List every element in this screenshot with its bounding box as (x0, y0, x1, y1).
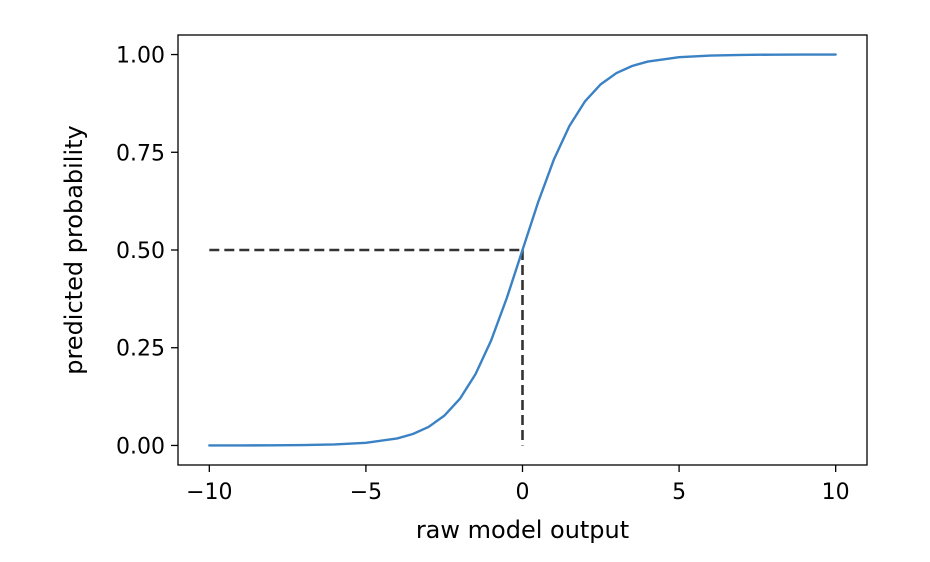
y-tick-label: 0.75 (116, 141, 165, 166)
x-tick-label: 10 (822, 480, 850, 505)
x-axis: −10 −5 0 5 10 (186, 465, 850, 505)
plot-area (208, 53, 837, 447)
x-axis-label: raw model output (416, 516, 629, 544)
x-tick-label: −5 (350, 480, 382, 505)
x-tick-label: 0 (516, 480, 530, 505)
y-tick-label: 0.25 (116, 337, 165, 362)
y-tick-label: 0.00 (116, 434, 165, 459)
series-line-1 (208, 53, 837, 447)
y-tick-label: 1.00 (116, 44, 165, 69)
y-tick-label: 0.50 (116, 239, 165, 264)
x-tick-label: 5 (672, 480, 686, 505)
y-axis: 0.00 0.25 0.50 0.75 1.00 (116, 44, 178, 459)
y-axis-label: predicted probability (60, 125, 88, 375)
x-tick-label: −10 (186, 480, 232, 505)
